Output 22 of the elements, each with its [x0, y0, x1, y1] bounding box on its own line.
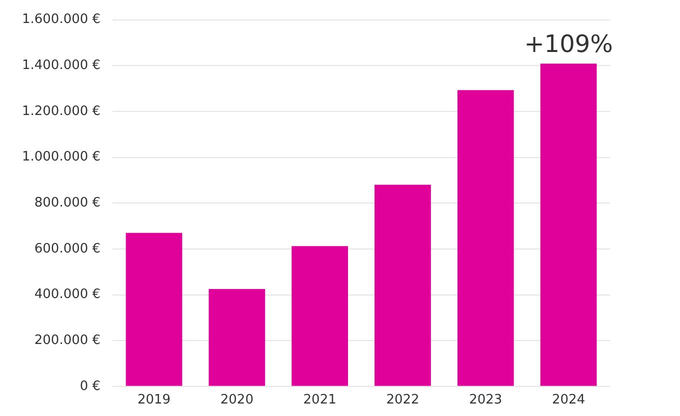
y-tick-label: 200.000 € — [34, 332, 101, 348]
y-tick-label: 1.600.000 € — [22, 12, 101, 28]
y-tick-label: 1.000.000 € — [22, 150, 101, 165]
x-tick-label: 2020 — [220, 392, 254, 408]
bar — [126, 232, 182, 386]
annotation: +109% — [524, 30, 613, 58]
x-tick-label: 2023 — [469, 392, 502, 408]
bar — [292, 246, 348, 386]
bar — [374, 184, 431, 386]
y-tick-label: 1.200.000 € — [22, 104, 101, 119]
bar — [457, 90, 514, 386]
y-tick-label: 600.000 € — [34, 241, 101, 256]
x-tick-label: 2022 — [386, 392, 420, 408]
y-tick-label: 1.400.000 € — [22, 58, 101, 73]
bar — [540, 64, 597, 386]
bar — [208, 289, 266, 386]
x-tick-label: 2024 — [552, 392, 586, 408]
x-tick-label: 2019 — [137, 392, 171, 408]
y-tick-label: 0 € — [80, 378, 101, 394]
y-tick-label: 800.000 € — [34, 195, 101, 210]
y-tick-label: 400.000 € — [34, 287, 101, 302]
x-tick-label: 2021 — [303, 392, 336, 408]
